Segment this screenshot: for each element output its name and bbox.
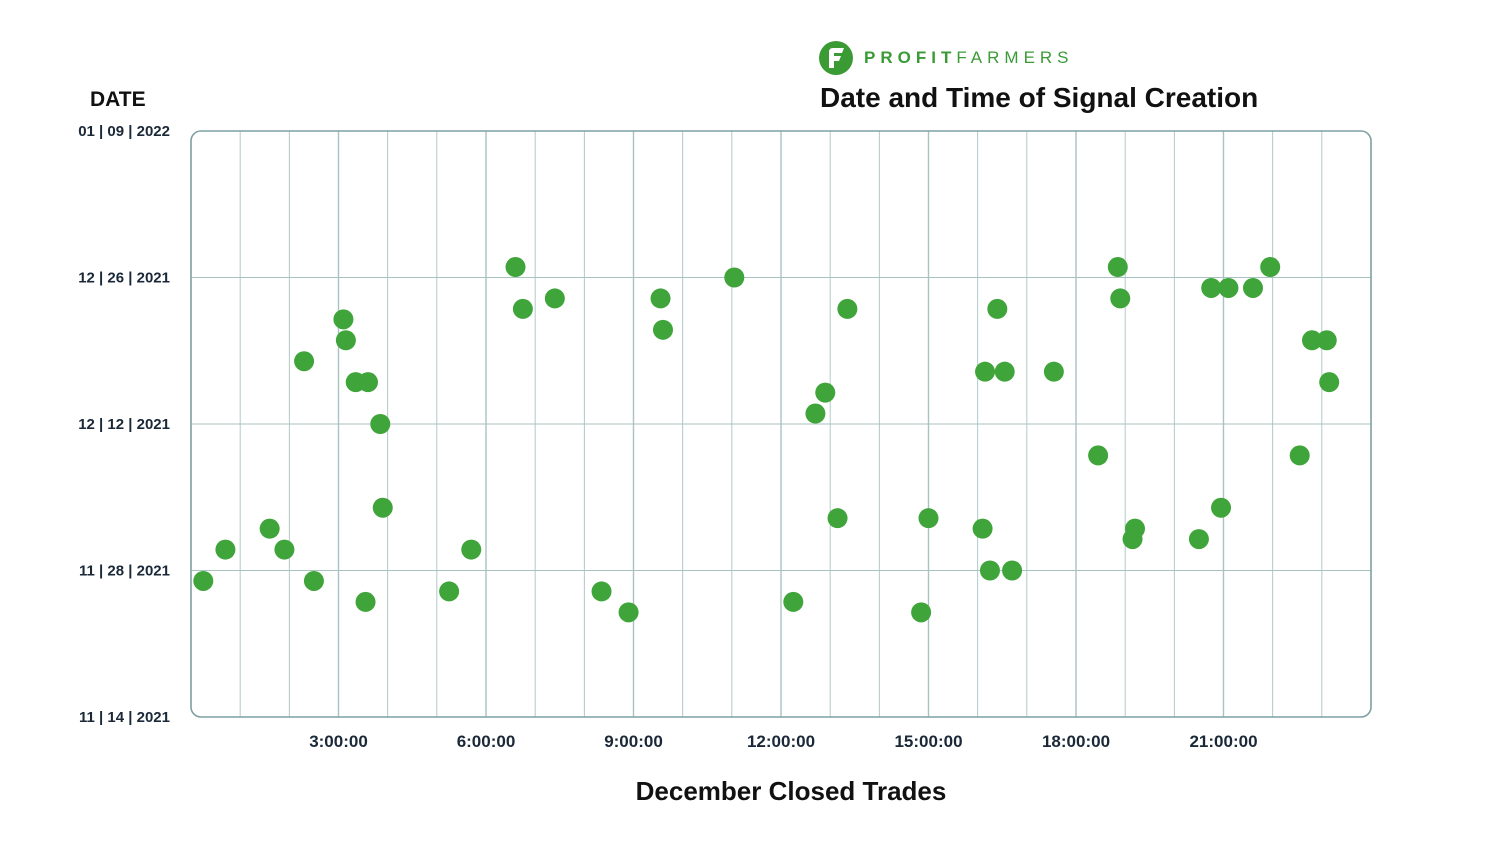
y-tick-label: 11 | 28 | 2021 [79, 563, 170, 580]
data-point [193, 570, 214, 591]
data-point [994, 361, 1015, 382]
data-point [1319, 372, 1340, 393]
y-axis-label: DATE [90, 88, 146, 111]
data-point [827, 508, 848, 529]
data-point [815, 382, 836, 403]
data-point [783, 591, 804, 612]
data-point [837, 298, 858, 319]
data-point [372, 497, 393, 518]
data-point [512, 298, 533, 319]
brand-name-bold: PROFIT [864, 48, 957, 67]
data-point [1289, 445, 1310, 466]
data-point [294, 351, 315, 372]
x-tick-label: 6:00:00 [457, 732, 516, 751]
data-point [335, 330, 356, 351]
data-point [259, 518, 280, 539]
data-point [370, 414, 391, 434]
data-point [274, 539, 295, 560]
brand-name: PROFITFARMERS [864, 48, 1074, 68]
data-point [1316, 330, 1337, 351]
data-point [1043, 361, 1064, 382]
data-point [1107, 257, 1128, 278]
data-point [1211, 497, 1232, 518]
data-point [355, 591, 376, 612]
data-point [1110, 288, 1131, 309]
data-point [918, 508, 939, 529]
data-point [724, 267, 745, 288]
data-point [1088, 445, 1109, 466]
x-tick-label: 3:00:00 [309, 732, 368, 751]
x-tick-label: 21:00:00 [1189, 732, 1257, 751]
data-point [1302, 330, 1322, 351]
data-point [505, 257, 526, 278]
data-point [544, 288, 565, 309]
data-points [193, 257, 1340, 623]
brand-name-light: FARMERS [956, 48, 1074, 67]
data-point [618, 602, 639, 623]
y-tick-label: 12 | 12 | 2021 [78, 416, 170, 433]
x-tick-label: 12:00:00 [747, 732, 815, 751]
y-tick-label: 12 | 26 | 2021 [78, 270, 170, 287]
data-point [1188, 529, 1209, 550]
tick-labels: 3:00:00 6:00:00 9:00:00 12:00:00 15:00:00 18:… [78, 123, 1257, 751]
leaf-f-logo-icon [819, 41, 853, 75]
data-point [653, 319, 673, 340]
data-point [1243, 277, 1263, 298]
data-point [1201, 277, 1222, 298]
data-point [358, 372, 378, 393]
data-point [591, 581, 612, 602]
data-point [303, 570, 324, 591]
y-tick-label: 11 | 14 | 2021 [79, 709, 170, 726]
y-tick-label: 01 | 09 | 2022 [78, 123, 170, 140]
data-point [987, 298, 1008, 319]
data-point [439, 581, 460, 602]
plot-frame [190, 130, 1372, 718]
data-point [650, 288, 671, 309]
chart-title: Date and Time of Signal Creation [820, 82, 1259, 113]
data-point [333, 309, 354, 330]
data-point [1002, 560, 1023, 581]
data-point [975, 361, 996, 382]
data-point [461, 539, 482, 560]
data-point [911, 602, 932, 623]
data-point [1260, 257, 1281, 278]
data-point [805, 403, 826, 424]
x-axis-label: December Closed Trades [635, 776, 947, 806]
brand-logo: PROFITFARMERS [818, 40, 1074, 76]
data-point [1125, 518, 1145, 539]
x-tick-label: 18:00:00 [1042, 732, 1110, 751]
data-point [979, 560, 1000, 581]
x-tick-label: 9:00:00 [604, 732, 663, 751]
grid-lines [191, 131, 1371, 717]
x-tick-label: 15:00:00 [894, 732, 962, 751]
data-point [972, 518, 993, 539]
data-point [1218, 277, 1239, 298]
data-point [215, 539, 236, 560]
